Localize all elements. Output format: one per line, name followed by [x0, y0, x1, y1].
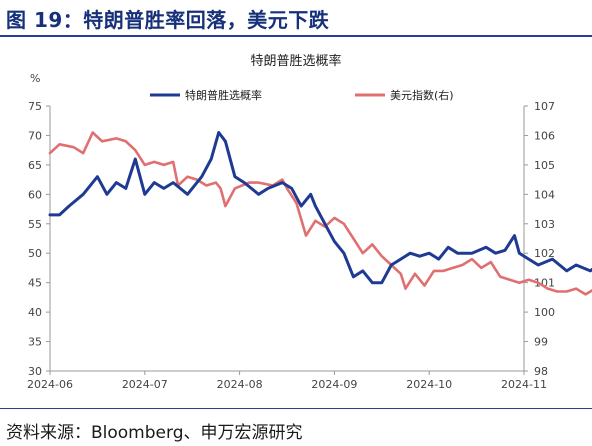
left-axis-unit: % [30, 72, 40, 85]
x-tick-label: 2024-08 [217, 378, 263, 391]
x-tick-label: 2024-07 [122, 378, 168, 391]
right-tick-label: 98 [534, 365, 548, 378]
right-tick-label: 102 [534, 247, 555, 260]
left-tick-label: 50 [28, 247, 42, 260]
source-note: 资料来源：Bloomberg、申万宏源研究 [6, 423, 303, 443]
x-tick-label: 2024-06 [27, 378, 73, 391]
right-tick-label: 99 [534, 336, 548, 349]
chart-title: 特朗普胜选概率 [250, 53, 341, 69]
left-tick-label: 55 [28, 218, 42, 231]
x-tick-label: 2024-09 [311, 378, 357, 391]
left-tick-label: 65 [28, 159, 42, 172]
right-tick-label: 106 [534, 129, 555, 142]
series-line-trump [48, 131, 592, 285]
left-tick-label: 75 [28, 100, 42, 113]
line-chart: 特朗普胜选概率 % 特朗普胜选概率 美元指数(右) 30 35 40 45 50 55 60… [27, 53, 592, 391]
left-tick-label: 35 [28, 336, 42, 349]
right-tick-label: 103 [534, 218, 555, 231]
axes: 30 35 40 45 50 55 60 65 70 75 98 99 100 101 102 103 104 1… [27, 100, 555, 391]
header-divider [0, 35, 592, 37]
legend-label-trump: 特朗普胜选概率 [185, 88, 262, 102]
left-tick-label: 60 [28, 188, 42, 201]
x-tick-label: 2024-11 [501, 378, 547, 391]
left-tick-label: 70 [28, 129, 42, 142]
series-line-dxy [48, 131, 592, 296]
right-tick-label: 101 [534, 277, 555, 290]
x-tick-label: 2024-10 [406, 378, 452, 391]
left-tick-label: 45 [28, 277, 42, 290]
left-tick-label: 40 [28, 306, 42, 319]
figure-header: 图 19：特朗普胜率回落，美元下跌 [0, 0, 592, 34]
right-tick-label: 104 [534, 188, 555, 201]
right-tick-label: 107 [534, 100, 555, 113]
right-tick-label: 105 [534, 159, 555, 172]
left-tick-label: 30 [28, 365, 42, 378]
series-lines [48, 131, 592, 296]
figure-title: 图 19：特朗普胜率回落，美元下跌 [6, 8, 330, 32]
footer-divider [0, 408, 592, 409]
right-tick-label: 100 [534, 306, 555, 319]
legend-label-dxy: 美元指数(右) [390, 88, 454, 102]
legend: 特朗普胜选概率 美元指数(右) [150, 88, 454, 102]
